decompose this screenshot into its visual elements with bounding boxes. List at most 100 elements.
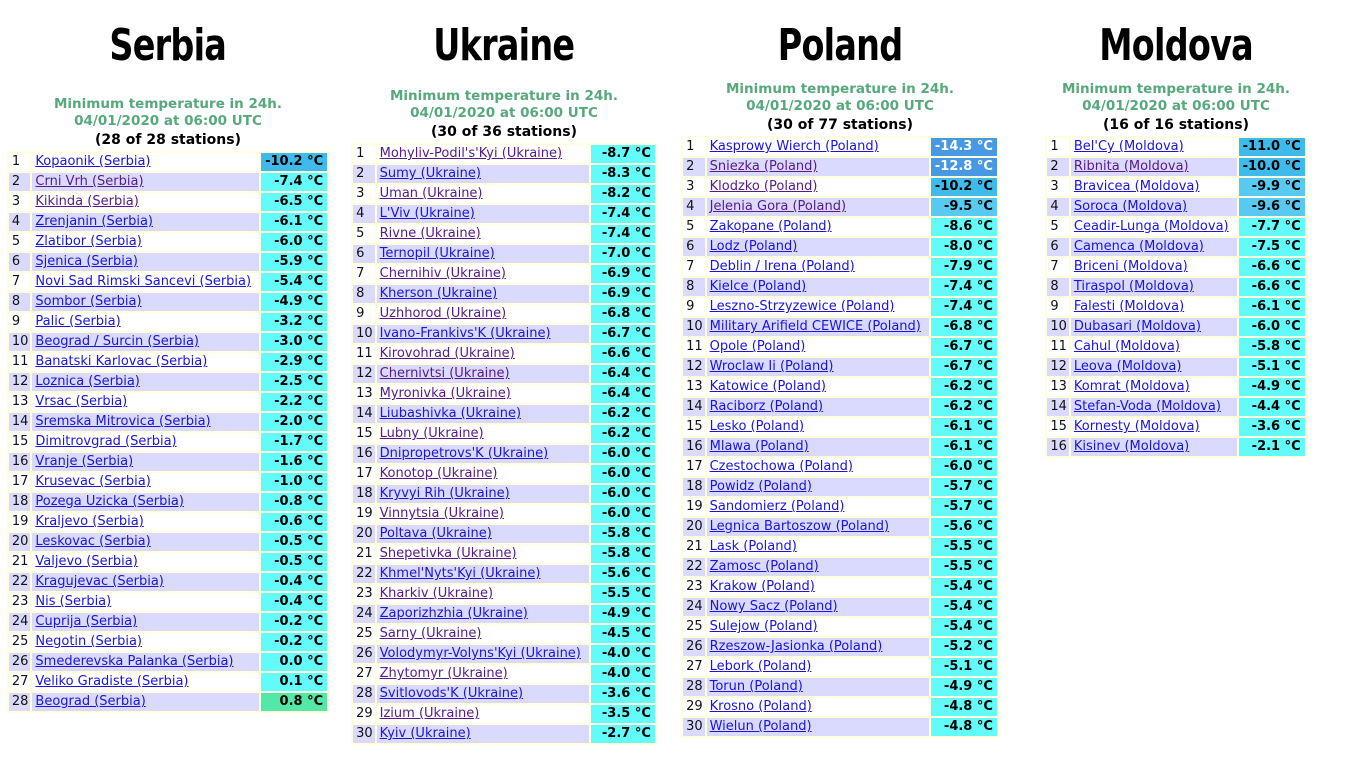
station-link[interactable]: Zlatibor (Serbia) [35,234,142,249]
station-link[interactable]: Kielce (Poland) [709,279,807,294]
station-link[interactable]: Sandomierz (Poland) [709,499,845,514]
station-link[interactable]: Kraljevo (Serbia) [35,514,144,529]
station-link[interactable]: Military Arifield CEWICE (Poland) [709,319,921,334]
station-link[interactable]: Sombor (Serbia) [35,294,142,309]
station-link[interactable]: Katowice (Poland) [709,379,826,394]
station-link[interactable]: Ribnita (Moldova) [1073,159,1189,174]
station-link[interactable]: Vinnytsia (Ukraine) [379,506,504,521]
station-link[interactable]: Khmel'Nyts'Kyi (Ukraine) [379,566,541,581]
station-link[interactable]: Kopaonik (Serbia) [35,154,151,169]
station-link[interactable]: Komrat (Moldova) [1073,379,1190,394]
station-link[interactable]: Sarny (Ukraine) [379,626,482,641]
station-link[interactable]: Kirovohrad (Ukraine) [379,346,515,361]
station-link[interactable]: Camenca (Moldova) [1073,239,1204,254]
station-link[interactable]: Zhytomyr (Ukraine) [379,666,508,681]
station-link[interactable]: Veliko Gradiste (Serbia) [35,674,189,689]
station-link[interactable]: Kharkiv (Ukraine) [379,586,494,601]
station-link[interactable]: Nis (Serbia) [35,594,112,609]
station-link[interactable]: Zamosc (Poland) [709,559,819,574]
station-link[interactable]: Lebork (Poland) [709,659,812,674]
station-link[interactable]: Chernivtsi (Ukraine) [379,366,510,381]
station-link[interactable]: Palic (Serbia) [35,314,121,329]
station-link[interactable]: Konotop (Ukraine) [379,466,498,481]
station-link[interactable]: Torun (Poland) [709,679,803,694]
station-link[interactable]: Nowy Sacz (Poland) [709,599,838,614]
station-link[interactable]: Sremska Mitrovica (Serbia) [35,414,211,429]
station-link[interactable]: Bel'Cy (Moldova) [1073,139,1184,154]
station-link[interactable]: Krusevac (Serbia) [35,474,151,489]
station-link[interactable]: Klodzko (Poland) [709,179,818,194]
station-link[interactable]: Wielun (Poland) [709,719,812,734]
station-link[interactable]: Krakow (Poland) [709,579,815,594]
station-link[interactable]: Cahul (Moldova) [1073,339,1180,354]
station-link[interactable]: Wroclaw Ii (Poland) [709,359,834,374]
station-link[interactable]: Briceni (Moldova) [1073,259,1188,274]
station-link[interactable]: Uzhhorod (Ukraine) [379,306,507,321]
station-link[interactable]: Kisinev (Moldova) [1073,439,1190,454]
station-link[interactable]: Kragujevac (Serbia) [35,574,164,589]
station-link[interactable]: Vranje (Serbia) [35,454,134,469]
station-link[interactable]: Zrenjanin (Serbia) [35,214,153,229]
station-link[interactable]: Ternopil (Ukraine) [379,246,495,261]
station-link[interactable]: Ivano-Frankivs'K (Ukraine) [379,326,551,341]
station-link[interactable]: Volodymyr-Volyns'Kyi (Ukraine) [379,646,581,661]
station-link[interactable]: Ceadir-Lunga (Moldova) [1073,219,1229,234]
station-link[interactable]: Zaporizhzhia (Ukraine) [379,606,528,621]
station-link[interactable]: Stefan-Voda (Moldova) [1073,399,1221,414]
station-link[interactable]: Kasprowy Wierch (Poland) [709,139,879,154]
station-link[interactable]: Banatski Karlovac (Serbia) [35,354,208,369]
station-link[interactable]: Falesti (Moldova) [1073,299,1185,314]
station-link[interactable]: Rivne (Ukraine) [379,226,481,241]
station-link[interactable]: Kikinda (Serbia) [35,194,139,209]
station-link[interactable]: Chernihiv (Ukraine) [379,266,506,281]
station-link[interactable]: Myronivka (Ukraine) [379,386,511,401]
station-link[interactable]: Dubasari (Moldova) [1073,319,1201,334]
station-link[interactable]: Czestochowa (Poland) [709,459,853,474]
station-link[interactable]: Deblin / Irena (Poland) [709,259,855,274]
station-link[interactable]: Zakopane (Poland) [709,219,832,234]
station-link[interactable]: Shepetivka (Ukraine) [379,546,517,561]
station-link[interactable]: Lodz (Poland) [709,239,798,254]
station-link[interactable]: Kornesty (Moldova) [1073,419,1200,434]
station-link[interactable]: Liubashivka (Ukraine) [379,406,522,421]
station-link[interactable]: Lubny (Ukraine) [379,426,484,441]
station-link[interactable]: Lesko (Poland) [709,419,805,434]
station-link[interactable]: Uman (Ukraine) [379,186,483,201]
station-link[interactable]: Powidz (Poland) [709,479,812,494]
station-link[interactable]: Legnica Bartoszow (Poland) [709,519,890,534]
station-link[interactable]: Dimitrovgrad (Serbia) [35,434,177,449]
station-link[interactable]: Loznica (Serbia) [35,374,140,389]
station-link[interactable]: Sulejow (Poland) [709,619,818,634]
station-link[interactable]: Crni Vrh (Serbia) [35,174,144,189]
station-link[interactable]: Novi Sad Rimski Sancevi (Serbia) [35,274,252,289]
station-link[interactable]: Lask (Poland) [709,539,797,554]
station-link[interactable]: Kryvyi Rih (Ukraine) [379,486,510,501]
station-link[interactable]: Valjevo (Serbia) [35,554,138,569]
station-link[interactable]: Jelenia Gora (Poland) [709,199,847,214]
station-link[interactable]: Kyiv (Ukraine) [379,726,471,741]
station-link[interactable]: Cuprija (Serbia) [35,614,138,629]
station-link[interactable]: Kherson (Ukraine) [379,286,498,301]
station-link[interactable]: Negotin (Serbia) [35,634,142,649]
station-link[interactable]: Smederevska Palanka (Serbia) [35,654,234,669]
station-link[interactable]: Sjenica (Serbia) [35,254,138,269]
station-link[interactable]: Raciborz (Poland) [709,399,824,414]
station-link[interactable]: Rzeszow-Jasionka (Poland) [709,639,883,654]
station-link[interactable]: Beograd / Surcin (Serbia) [35,334,199,349]
station-link[interactable]: Beograd (Serbia) [35,694,146,709]
station-link[interactable]: Mlawa (Poland) [709,439,809,454]
station-link[interactable]: Poltava (Ukraine) [379,526,492,541]
station-link[interactable]: Sumy (Ukraine) [379,166,481,181]
station-link[interactable]: Leskovac (Serbia) [35,534,151,549]
station-link[interactable]: L'Viv (Ukraine) [379,206,475,221]
station-link[interactable]: Vrsac (Serbia) [35,394,128,409]
station-link[interactable]: Sniezka (Poland) [709,159,818,174]
station-link[interactable]: Tiraspol (Moldova) [1073,279,1194,294]
station-link[interactable]: Izium (Ukraine) [379,706,480,721]
station-link[interactable]: Krosno (Poland) [709,699,812,714]
station-link[interactable]: Svitlovods'K (Ukraine) [379,686,524,701]
station-link[interactable]: Bravicea (Moldova) [1073,179,1200,194]
station-link[interactable]: Pozega Uzicka (Serbia) [35,494,184,509]
station-link[interactable]: Leszno-Strzyzewice (Poland) [709,299,895,314]
station-link[interactable]: Opole (Poland) [709,339,806,354]
